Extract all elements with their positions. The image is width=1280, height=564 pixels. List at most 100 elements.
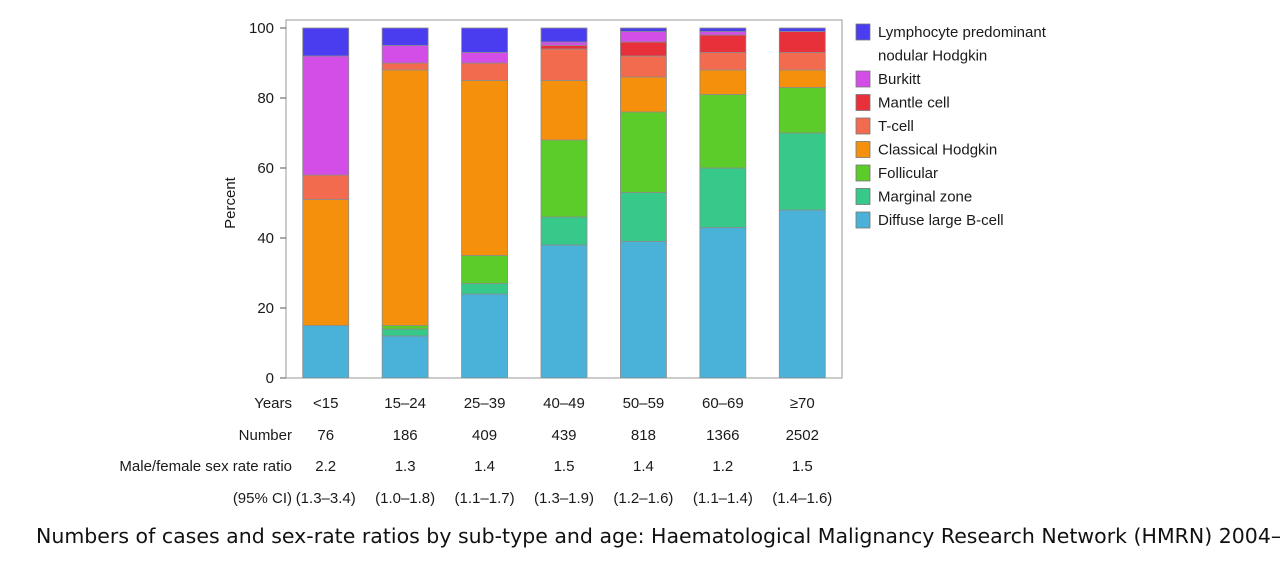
legend-swatch xyxy=(855,23,871,41)
y-tick-label: 20 xyxy=(257,300,274,317)
bar-segment xyxy=(620,41,667,57)
table-cell: (1.3–3.4) xyxy=(296,490,356,507)
legend-item: T-cell xyxy=(855,117,914,135)
legend-item: Burkitt xyxy=(855,70,921,88)
table-row: Number 76 186 409 439 818 1366 2502 xyxy=(239,427,819,444)
bar-segment xyxy=(699,52,747,71)
table-cell: (1.4–1.6) xyxy=(772,490,832,507)
legend-item: Diffuse large B-cell xyxy=(855,211,1004,229)
bar-segment xyxy=(699,94,747,169)
bar-segment xyxy=(302,27,350,57)
table-row-label: Number xyxy=(239,427,292,444)
legend-label: Lymphocyte predominant xyxy=(878,24,1047,41)
table-row: Years <15 15–24 25–39 40–49 50–59 60–69 ≥70 xyxy=(254,395,815,412)
table-row-label: (95% CI) xyxy=(233,490,292,507)
bar-segment xyxy=(461,52,508,64)
legend-label: Classical Hodgkin xyxy=(878,142,997,159)
bar-segment xyxy=(302,55,350,176)
legend-swatch xyxy=(855,211,871,229)
bar-segment xyxy=(620,241,667,379)
bar-segment xyxy=(381,325,429,330)
bar-segment xyxy=(461,27,508,53)
bar-segment xyxy=(778,209,826,379)
bar-segment xyxy=(540,48,588,81)
bar-segment xyxy=(778,52,826,71)
bar-segment xyxy=(381,335,429,379)
bar-segment xyxy=(461,62,508,81)
table-cell: 25–39 xyxy=(464,395,506,412)
stacked-bar-chart: 0 20 40 60 80 100 Percent Lymphocyte predomina… xyxy=(119,19,1047,507)
table-cell: 1.2 xyxy=(712,458,733,475)
bar-segment xyxy=(302,174,350,200)
table-cell: 50–59 xyxy=(623,395,665,412)
bar-segment xyxy=(381,328,429,337)
bar-segment xyxy=(620,31,667,43)
bar-segment xyxy=(461,255,508,284)
bar-stack xyxy=(302,27,350,379)
bar-segment xyxy=(620,27,667,32)
bar-segment xyxy=(461,283,508,295)
legend-swatch xyxy=(855,94,871,111)
bar-segment xyxy=(778,87,826,134)
legend-swatch xyxy=(855,70,871,88)
legend-label: T-cell xyxy=(878,118,914,135)
bar-segment xyxy=(699,227,747,379)
table-cell: (1.1–1.4) xyxy=(693,490,753,507)
table-cell: 76 xyxy=(317,427,334,444)
table-cell: 818 xyxy=(631,427,656,444)
table-cell: 1.3 xyxy=(395,458,416,475)
table-cell: 2.2 xyxy=(315,458,336,475)
y-axis: 0 20 40 60 80 100 Percent xyxy=(222,20,286,387)
bar-segment xyxy=(302,199,350,326)
table-cell: ≥70 xyxy=(790,395,815,412)
bar-segment xyxy=(540,41,588,46)
bar-segment xyxy=(540,244,588,379)
legend-swatch xyxy=(855,117,871,135)
table-row-label: Male/female sex rate ratio xyxy=(119,458,292,475)
table-cell: 40–49 xyxy=(543,395,585,412)
bar-segment xyxy=(699,31,747,36)
table-cell: 1366 xyxy=(706,427,739,444)
legend: Lymphocyte predominant nodular Hodgkin Bur… xyxy=(855,23,1047,229)
table-cell: (1.3–1.9) xyxy=(534,490,594,507)
bar-segment xyxy=(699,34,747,53)
bar-stack xyxy=(461,27,508,379)
bar-segment xyxy=(381,69,429,326)
bar-stack xyxy=(699,27,747,379)
bar-segment xyxy=(778,31,826,53)
legend-label: Marginal zone xyxy=(878,189,972,206)
bar-segment xyxy=(461,80,508,256)
table-cell: 60–69 xyxy=(702,395,744,412)
table-cell: 1.4 xyxy=(474,458,495,475)
table-row: (95% CI) (1.3–3.4) (1.0–1.8) (1.1–1.7) (1.3–… xyxy=(233,490,832,507)
bar-segment xyxy=(778,69,826,88)
legend-item: Mantle cell xyxy=(855,94,950,112)
bar-segment xyxy=(620,76,667,113)
bar-segment xyxy=(540,216,588,246)
legend-swatch xyxy=(855,141,871,158)
bar-segment xyxy=(540,45,588,50)
legend-label: Follicular xyxy=(878,165,938,182)
table-cell: (1.0–1.8) xyxy=(375,490,435,507)
legend-label: Mantle cell xyxy=(878,95,950,112)
bar-stack xyxy=(778,27,826,379)
bar-stack xyxy=(381,27,429,379)
figure-caption: Numbers of cases and sex-rate ratios by … xyxy=(36,524,1280,548)
table-row: Male/female sex rate ratio 2.2 1.3 1.4 1.5 1.… xyxy=(119,458,812,475)
y-tick-label: 100 xyxy=(249,20,274,37)
bar-segment xyxy=(302,325,350,379)
y-tick-label: 60 xyxy=(257,160,274,177)
bar-segment xyxy=(778,132,826,211)
plot-area xyxy=(285,19,843,379)
y-axis-label: Percent xyxy=(222,176,239,229)
bar-segment xyxy=(699,69,747,95)
bar-segment xyxy=(699,27,747,32)
y-tick-label: 40 xyxy=(257,230,274,247)
bar-segment xyxy=(381,27,429,46)
table-cell: 409 xyxy=(472,427,497,444)
bar-segment xyxy=(461,293,508,379)
bar-segment xyxy=(381,45,429,64)
table-cell: (1.2–1.6) xyxy=(613,490,673,507)
table-row-label: Years xyxy=(254,395,292,412)
table-cell: <15 xyxy=(313,395,338,412)
